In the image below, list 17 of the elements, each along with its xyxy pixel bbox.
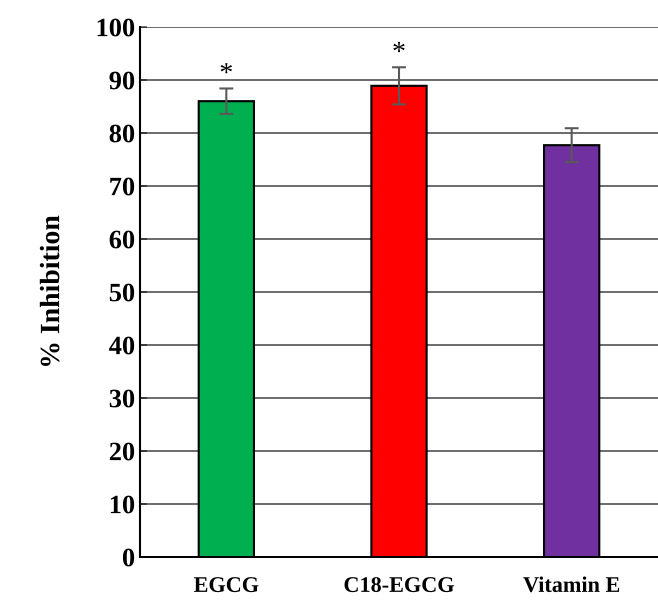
y-tick-label: 90 xyxy=(109,72,134,90)
y-tick-label: 70 xyxy=(110,178,134,196)
y-tick-label: 20 xyxy=(110,442,134,460)
y-tick-label: 40 xyxy=(109,336,134,354)
y-tick-label: 100 xyxy=(98,18,134,36)
x-tick-label: C18-EGCG xyxy=(344,577,454,592)
annotation: * xyxy=(220,63,232,74)
y-tick-label: 50 xyxy=(110,284,134,302)
y-tick-label: 10 xyxy=(110,496,134,514)
annotation: * xyxy=(393,42,405,52)
x-tick-label: Vitamin E xyxy=(523,576,620,592)
x-tick-label: EGCG xyxy=(194,577,258,592)
y-tick-label: 0 xyxy=(122,548,134,566)
y-tick-label: 60 xyxy=(110,230,134,248)
y-tick-label: 80 xyxy=(110,124,134,142)
y-axis-title: % Inhibition xyxy=(40,216,60,366)
y-tick-label: 30 xyxy=(110,390,134,408)
